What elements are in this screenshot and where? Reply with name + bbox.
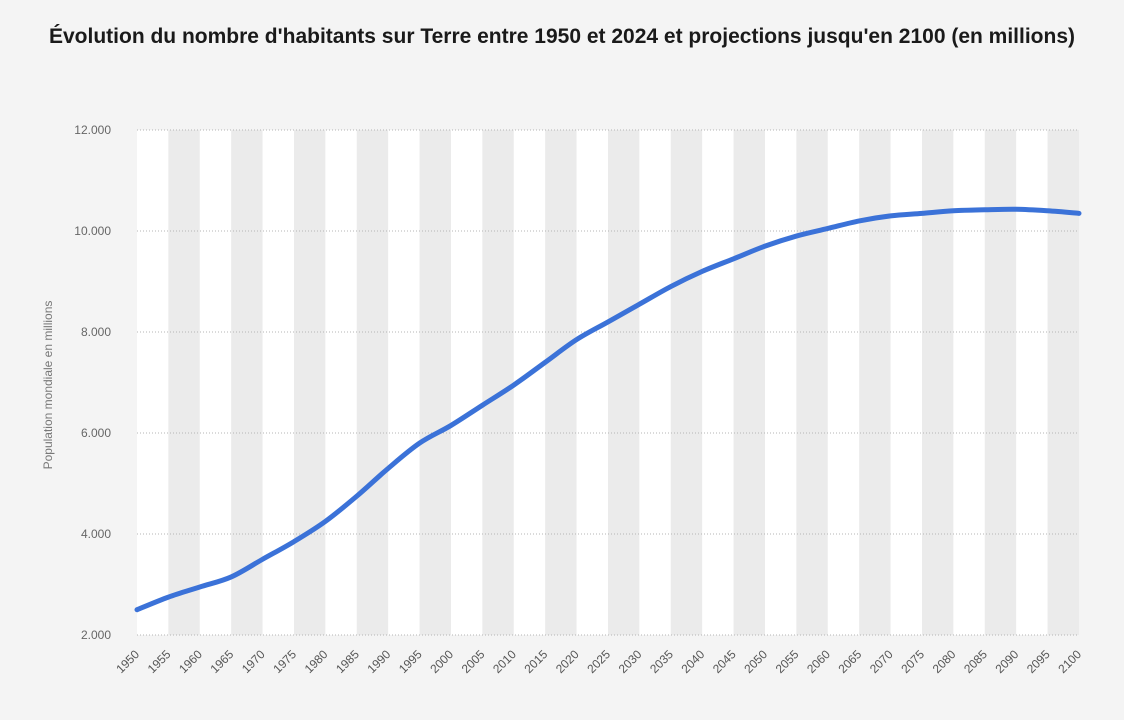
x-tick-label: 2035 [647, 647, 676, 676]
background-band [419, 130, 451, 635]
background-band [702, 130, 734, 635]
y-tick-label: 4.000 [81, 527, 111, 541]
x-tick-label: 2050 [741, 647, 770, 676]
series-line [134, 206, 1082, 613]
series-group [134, 206, 1082, 613]
chart-title: Évolution du nombre d'habitants sur Terr… [48, 25, 1076, 48]
x-tick-label: 2065 [836, 647, 865, 676]
y-tick-labels: 2.000 4.000 6.000 8.000 10.000 12.000 [74, 123, 111, 642]
x-tick-label: 1985 [333, 647, 362, 676]
x-tick-label: 1960 [176, 647, 205, 676]
x-tick-label: 2040 [679, 647, 708, 676]
x-tick-label: 1965 [208, 647, 237, 676]
y-tick-label: 2.000 [81, 628, 111, 642]
x-tick-label: 1990 [365, 647, 394, 676]
y-tick-label: 10.000 [74, 224, 111, 238]
background-band [482, 130, 514, 635]
x-tick-label: 1995 [396, 647, 425, 676]
x-tick-label: 2090 [993, 647, 1022, 676]
x-tick-labels: 1950 1955 1960 1965 1970 1975 1980 1985 1990 1995… [113, 647, 1084, 676]
background-band [890, 130, 922, 635]
x-tick-label: 2015 [522, 647, 551, 676]
background-band [388, 130, 420, 635]
background-band [827, 130, 860, 635]
background-bands [137, 130, 1079, 635]
x-tick-label: 1970 [239, 647, 268, 676]
background-band [294, 130, 326, 635]
background-band [1047, 130, 1079, 635]
x-tick-label: 1955 [145, 647, 174, 676]
background-band [953, 130, 985, 635]
x-tick-label: 2095 [1024, 647, 1053, 676]
background-band [639, 130, 671, 635]
background-band [168, 130, 200, 635]
x-tick-label: 1950 [113, 647, 142, 676]
x-tick-label: 2045 [710, 647, 739, 676]
x-tick-label: 2030 [616, 647, 645, 676]
x-tick-label: 1980 [302, 647, 331, 676]
background-band [231, 130, 263, 635]
x-tick-label: 2075 [898, 647, 927, 676]
x-tick-label: 2055 [773, 647, 802, 676]
x-tick-label: 2060 [804, 647, 833, 676]
background-band [325, 130, 357, 635]
x-tick-label: 2070 [867, 647, 896, 676]
background-band [608, 130, 640, 635]
x-tick-label: 2010 [490, 647, 519, 676]
background-band [1016, 130, 1048, 635]
background-band [137, 130, 169, 635]
background-band [545, 130, 577, 635]
x-tick-label: 2085 [961, 647, 990, 676]
x-tick-label: 2000 [427, 647, 456, 676]
background-band [765, 130, 797, 635]
y-tick-label: 6.000 [81, 426, 111, 440]
x-tick-label: 2100 [1055, 647, 1084, 676]
background-band [356, 130, 389, 635]
background-band [859, 130, 891, 635]
y-tick-label: 8.000 [81, 325, 111, 339]
background-band [922, 130, 954, 635]
y-gridlines [137, 129, 1079, 636]
x-tick-label: 2025 [584, 647, 613, 676]
background-band [796, 130, 828, 635]
background-band [670, 130, 703, 635]
x-tick-label: 1975 [270, 647, 299, 676]
y-tick-label: 12.000 [74, 123, 111, 137]
background-band [451, 130, 483, 635]
background-band [733, 130, 765, 635]
x-tick-label: 2020 [553, 647, 582, 676]
background-band [199, 130, 232, 635]
x-tick-label: 2080 [930, 647, 959, 676]
background-band [984, 130, 1017, 635]
background-band [576, 130, 608, 635]
x-tick-label: 2005 [459, 647, 488, 676]
